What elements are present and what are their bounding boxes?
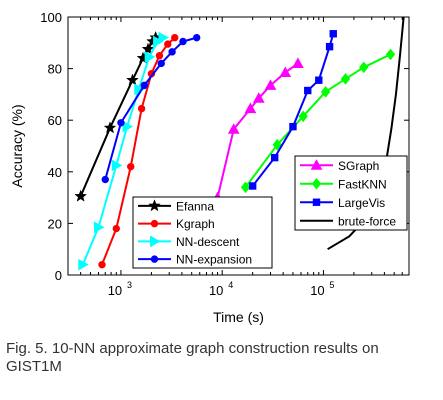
data-point [150,235,161,248]
data-point [272,138,282,151]
legend-label: FastKNN [338,177,387,191]
legend-entry: Kgraph [138,217,215,231]
data-point [98,260,106,269]
figure-caption: Fig. 5. 10-NN approximate graph construc… [6,340,379,375]
x-tick-label: 10 [209,283,223,298]
data-point [117,119,125,127]
data-point [320,86,331,98]
data-point [264,79,277,90]
data-point [304,86,312,95]
data-point [150,255,159,263]
x-tick-label: 10 [310,283,324,298]
y-axis-label: Accuracy (%) [9,104,25,187]
legend-entry: LargeVis [300,196,385,210]
data-point [93,221,105,234]
data-point [153,35,164,48]
data-point [179,37,187,46]
legend-entry: brute-force [300,214,396,228]
series-line-sgraph [216,62,299,198]
legend-bottom-left: Efanna Kgraph NN-descent NN-expansion [132,196,273,269]
x-tick-exponent: 3 [127,280,132,290]
legend-entry: Efanna [138,199,214,213]
data-point [103,121,117,134]
legend-label: LargeVis [338,196,385,210]
data-point [289,122,297,131]
data-point [312,198,321,206]
data-point [112,224,121,233]
data-point [270,153,279,162]
data-point [111,159,123,172]
legend-bottom-right: SGraph FastKNN LargeVis brute-force [294,155,408,231]
data-point [126,73,139,86]
y-tick-label: 60 [48,113,62,128]
legend-label: SGraph [338,159,379,173]
legend-entry: FastKNN [300,177,387,191]
data-point [127,162,135,171]
legend-label: NN-expansion [176,253,252,267]
data-point [141,42,155,55]
x-tick-exponent: 5 [329,280,334,290]
data-point [155,52,164,60]
data-point [168,48,176,56]
data-point [311,177,322,190]
data-point [137,104,146,113]
series-kgraph [98,33,179,269]
series-fastknn [240,48,396,194]
data-point [158,31,169,44]
data-point [157,59,165,68]
series-largevis [248,30,337,190]
y-tick-label: 0 [55,268,62,283]
series-nn-descent [78,31,169,271]
series-efanna [74,30,162,202]
data-point [164,40,172,48]
data-point [150,219,159,228]
data-point [148,199,161,212]
data-point [122,120,134,133]
data-point [101,175,109,184]
legend-label: Efanna [176,199,214,213]
data-point [171,33,179,42]
data-point [144,51,156,63]
data-point [298,110,308,123]
legend-label: NN-descent [176,235,240,249]
legend-label: Kgraph [176,217,215,231]
y-tick-label: 100 [40,10,62,25]
data-point [78,258,89,271]
y-tick-label: 40 [48,165,62,180]
x-axis-label: Time (s) [213,309,264,325]
data-point [248,182,257,190]
data-point [244,102,257,114]
x-tick-label: 10 [108,283,122,298]
legend-entry: NN-expansion [138,253,252,267]
data-point [240,181,251,194]
data-point [292,57,304,68]
legend-label: brute-force [338,214,396,228]
legend-entry: SGraph [300,159,379,173]
y-tick-label: 20 [48,216,62,231]
data-point [192,33,201,42]
accuracy-vs-time-chart: 0 20 40 60 80 100 10 3 10 4 10 5 Accuracy (%) Time … [9,10,410,325]
data-point [359,61,369,74]
x-tick-exponent: 4 [228,280,233,290]
y-tick-label: 80 [48,62,62,77]
data-point [140,81,148,90]
data-point [227,123,240,134]
data-point [385,48,396,61]
data-point [340,73,351,85]
data-point [279,66,292,77]
data-point [329,30,337,38]
data-point [310,159,323,170]
data-point [325,42,334,51]
legend-entry: NN-descent [138,235,240,249]
data-point [74,189,88,202]
series-nn-expansion [101,33,201,184]
data-point [315,76,323,84]
data-point [252,92,265,103]
plot-area-frame [67,16,410,276]
